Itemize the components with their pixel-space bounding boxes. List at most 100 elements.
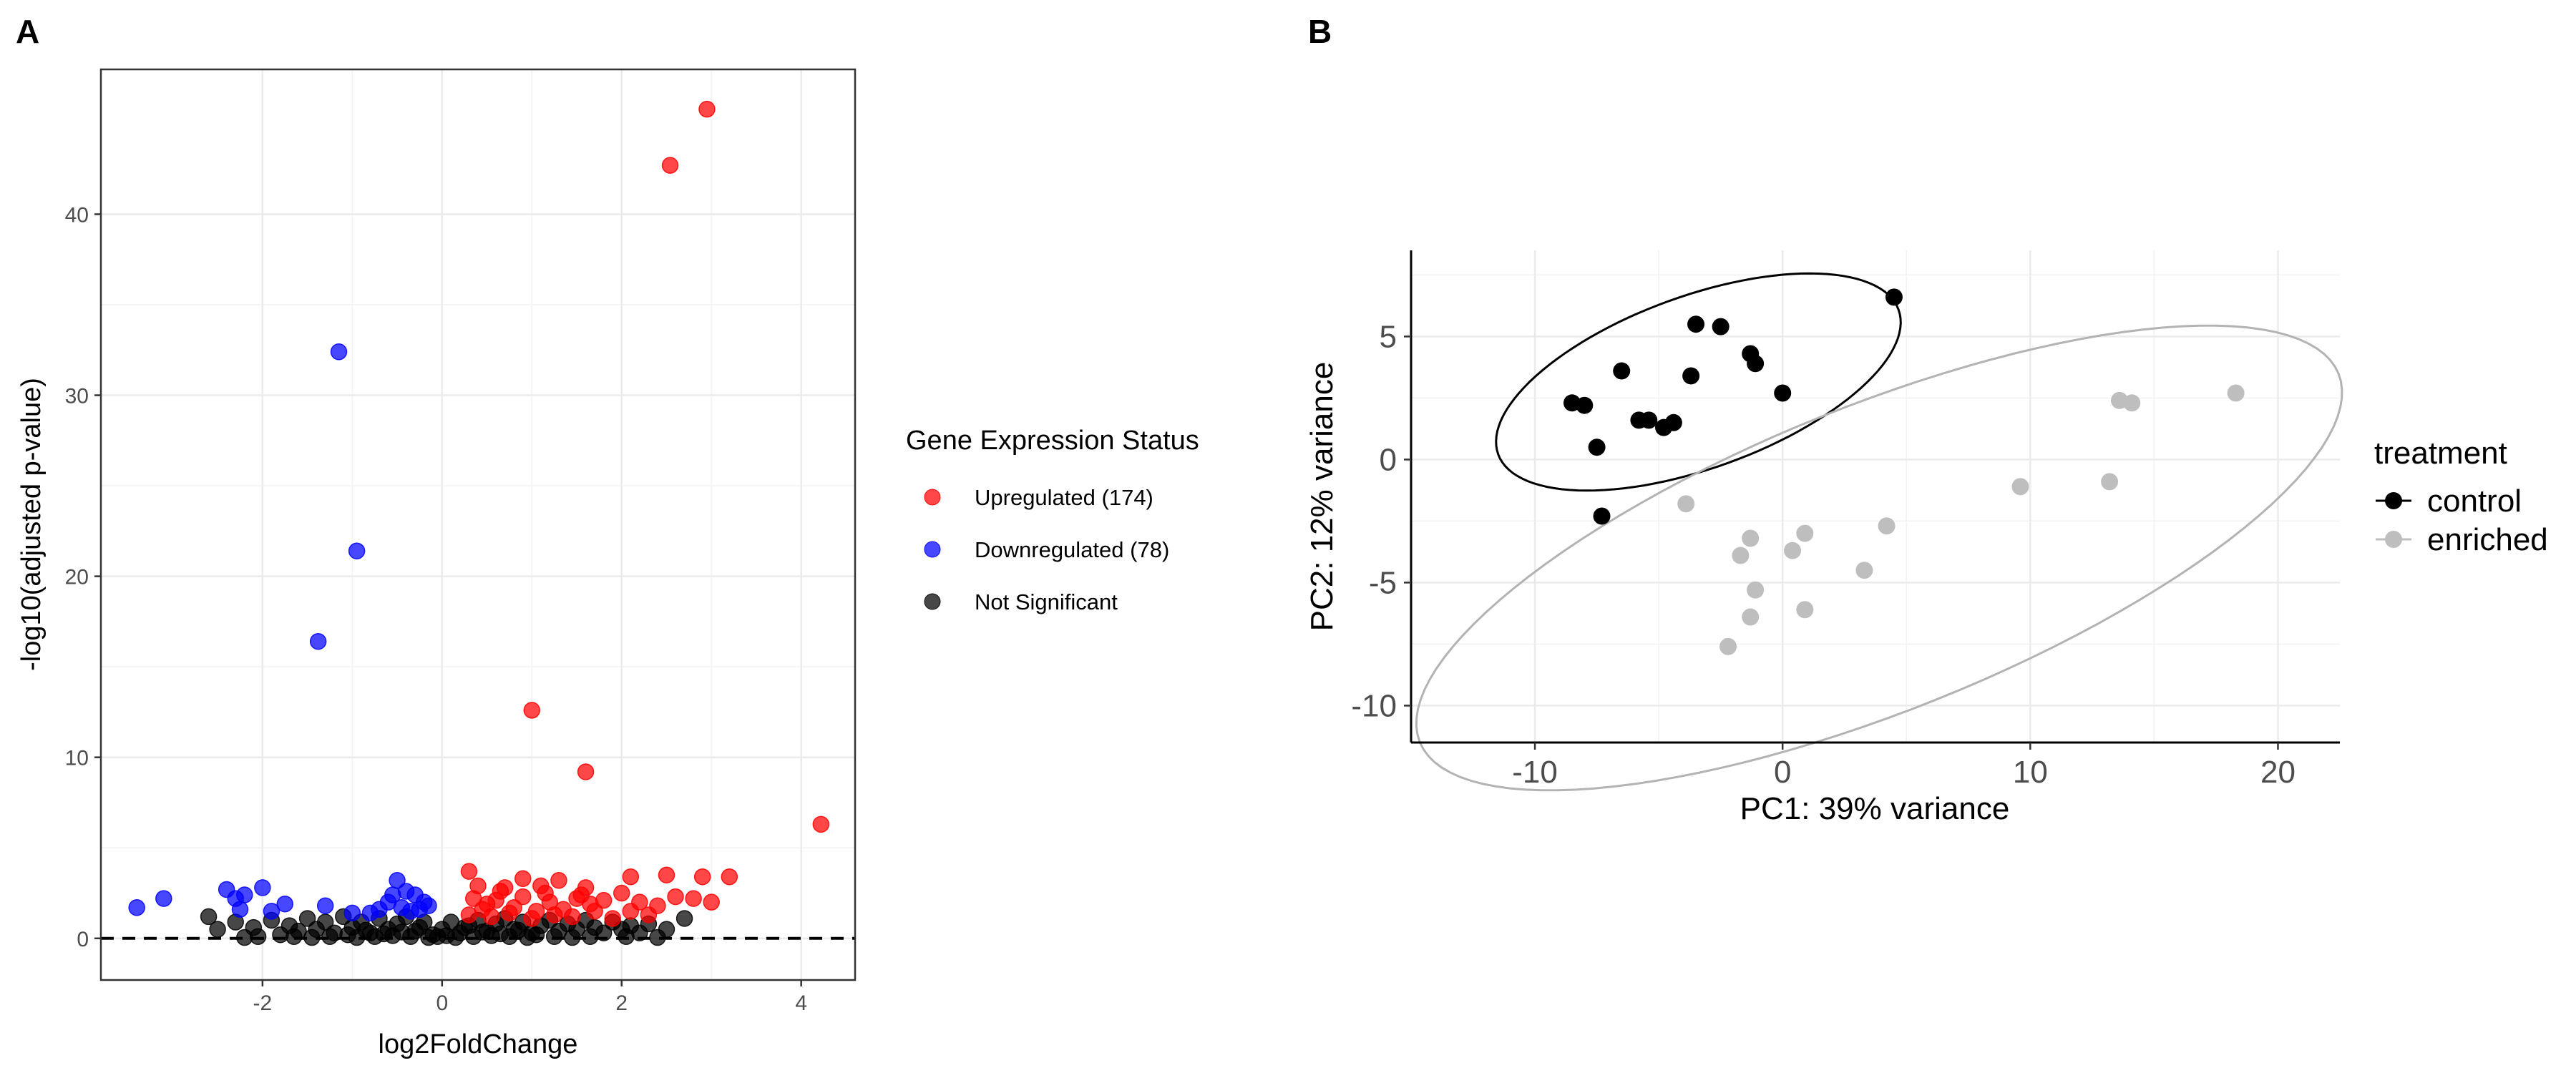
volcano-point-not-significant (527, 926, 545, 944)
volcano-point-upregulated (460, 906, 478, 923)
volcano-y-tick-label: 20 (65, 566, 89, 589)
volcano-point-not-significant (303, 929, 321, 946)
volcano-point-not-significant (209, 921, 226, 938)
volcano-x-tick-label: 0 (436, 991, 448, 1015)
pca-x-tick-label: 0 (1774, 755, 1791, 790)
volcano-x-tick-label: 4 (795, 991, 807, 1015)
volcano-plot-area (101, 69, 855, 980)
volcano-point-upregulated (685, 890, 702, 907)
pca-point-enriched (1732, 547, 1750, 564)
pca-x-tick-label: -10 (1512, 755, 1558, 790)
volcano-point-downregulated (343, 904, 361, 922)
legend-key-enriched (2385, 531, 2402, 548)
volcano-point-upregulated (622, 868, 640, 886)
volcano-point-upregulated (812, 815, 830, 833)
volcano-point-upregulated (492, 883, 509, 900)
pca-point-control (1576, 396, 1594, 414)
pca-legend: treatment control enriched (2374, 436, 2548, 557)
pca-point-enriched (1747, 581, 1765, 599)
volcano-point-upregulated (703, 893, 720, 911)
panel-label-b: B (1308, 13, 1332, 50)
volcano-point-upregulated (613, 884, 630, 902)
pca-ellipses (1415, 272, 2343, 792)
volcano-point-upregulated (658, 866, 675, 883)
volcano-point-upregulated (661, 157, 679, 174)
volcano-point-not-significant (545, 928, 563, 946)
volcano-point-downregulated (155, 890, 172, 907)
volcano-point-not-significant (339, 926, 356, 944)
pca-axis-ticks: -10 0 10 20 -10 -5 0 5 (1351, 319, 2296, 790)
volcano-point-downregulated (128, 899, 145, 916)
volcano-legend: Gene Expression Status Upregulated (174)… (906, 426, 1199, 614)
volcano-point-downregulated (330, 343, 348, 361)
pca-point-enriched (2101, 473, 2119, 491)
volcano-point-downregulated (420, 897, 437, 914)
pca-ellipse-enriched (1415, 324, 2343, 792)
pca-point-control (1593, 507, 1611, 525)
volcano-point-upregulated (721, 868, 738, 886)
volcano-y-tick-label: 40 (65, 203, 89, 227)
pca-legend-title: treatment (2374, 436, 2507, 471)
pca-ellipse-control (1495, 272, 1902, 492)
pca-point-control (1687, 315, 1705, 333)
legend-label-not-significant: Not Significant (975, 589, 1118, 614)
volcano-point-not-significant (375, 925, 392, 943)
volcano-point-not-significant (236, 929, 253, 946)
legend-label-upregulated: Upregulated (174) (975, 485, 1153, 510)
volcano-point-upregulated (667, 888, 684, 906)
volcano-point-downregulated (276, 895, 293, 913)
volcano-point-downregulated (348, 542, 366, 559)
pca-x-tick-label: 20 (2260, 755, 2296, 790)
volcano-point-not-significant (286, 928, 303, 946)
volcano-point-upregulated (460, 863, 478, 880)
pca-point-enriched (1719, 637, 1737, 655)
pca-point-control (1664, 413, 1682, 431)
pca-gridlines (1410, 250, 2340, 743)
pca-point-control (1588, 438, 1606, 456)
volcano-plot-border (99, 68, 857, 981)
volcano-point-upregulated (523, 702, 541, 719)
volcano-point-upregulated (577, 763, 595, 780)
volcano-point-not-significant (564, 929, 581, 946)
volcano-point-not-significant (357, 921, 374, 939)
volcano-point-not-significant (200, 908, 218, 926)
legend-label-downregulated: Downregulated (78) (975, 537, 1169, 562)
volcano-gridlines (101, 69, 855, 980)
volcano-point-downregulated (316, 897, 334, 914)
volcano-point-downregulated (263, 903, 280, 920)
pca-plot: -10 0 10 20 -10 -5 0 5 PC1: 39% variance PC2: 1… (1304, 250, 2343, 826)
volcano-point-upregulated (514, 870, 532, 888)
volcano-points (128, 100, 830, 946)
volcano-point-upregulated (622, 903, 640, 920)
volcano-point-downregulated (309, 632, 327, 650)
volcano-point-not-significant (393, 923, 411, 941)
legend-key-control (2385, 492, 2402, 509)
pca-x-tick-label: 10 (2013, 755, 2048, 790)
pca-y-axis-title: PC2: 12% variance (1304, 362, 1340, 632)
volcano-x-axis-title: log2FoldChange (379, 1029, 578, 1059)
pca-point-control (1774, 384, 1792, 402)
volcano-point-upregulated (550, 872, 567, 889)
pca-y-tick-label: 5 (1380, 319, 1397, 354)
pca-y-tick-label: 0 (1380, 442, 1397, 477)
volcano-point-not-significant (675, 910, 693, 927)
volcano-point-upregulated (693, 868, 711, 886)
volcano-point-upregulated (523, 910, 541, 927)
volcano-point-upregulated (537, 884, 554, 902)
pca-point-enriched (1742, 529, 1760, 547)
volcano-point-downregulated (231, 901, 249, 918)
volcano-point-upregulated (582, 895, 599, 913)
panel-label-a: A (16, 13, 39, 50)
pca-point-enriched (2227, 384, 2245, 402)
volcano-y-tick-label: 30 (65, 385, 89, 408)
pca-point-enriched (1784, 542, 1802, 559)
pca-point-enriched (1742, 608, 1760, 626)
volcano-point-downregulated (254, 879, 271, 896)
pca-y-tick-label: -10 (1351, 688, 1397, 723)
volcano-point-not-significant (492, 925, 509, 943)
legend-label-control: control (2427, 484, 2522, 519)
volcano-point-upregulated (514, 888, 532, 906)
